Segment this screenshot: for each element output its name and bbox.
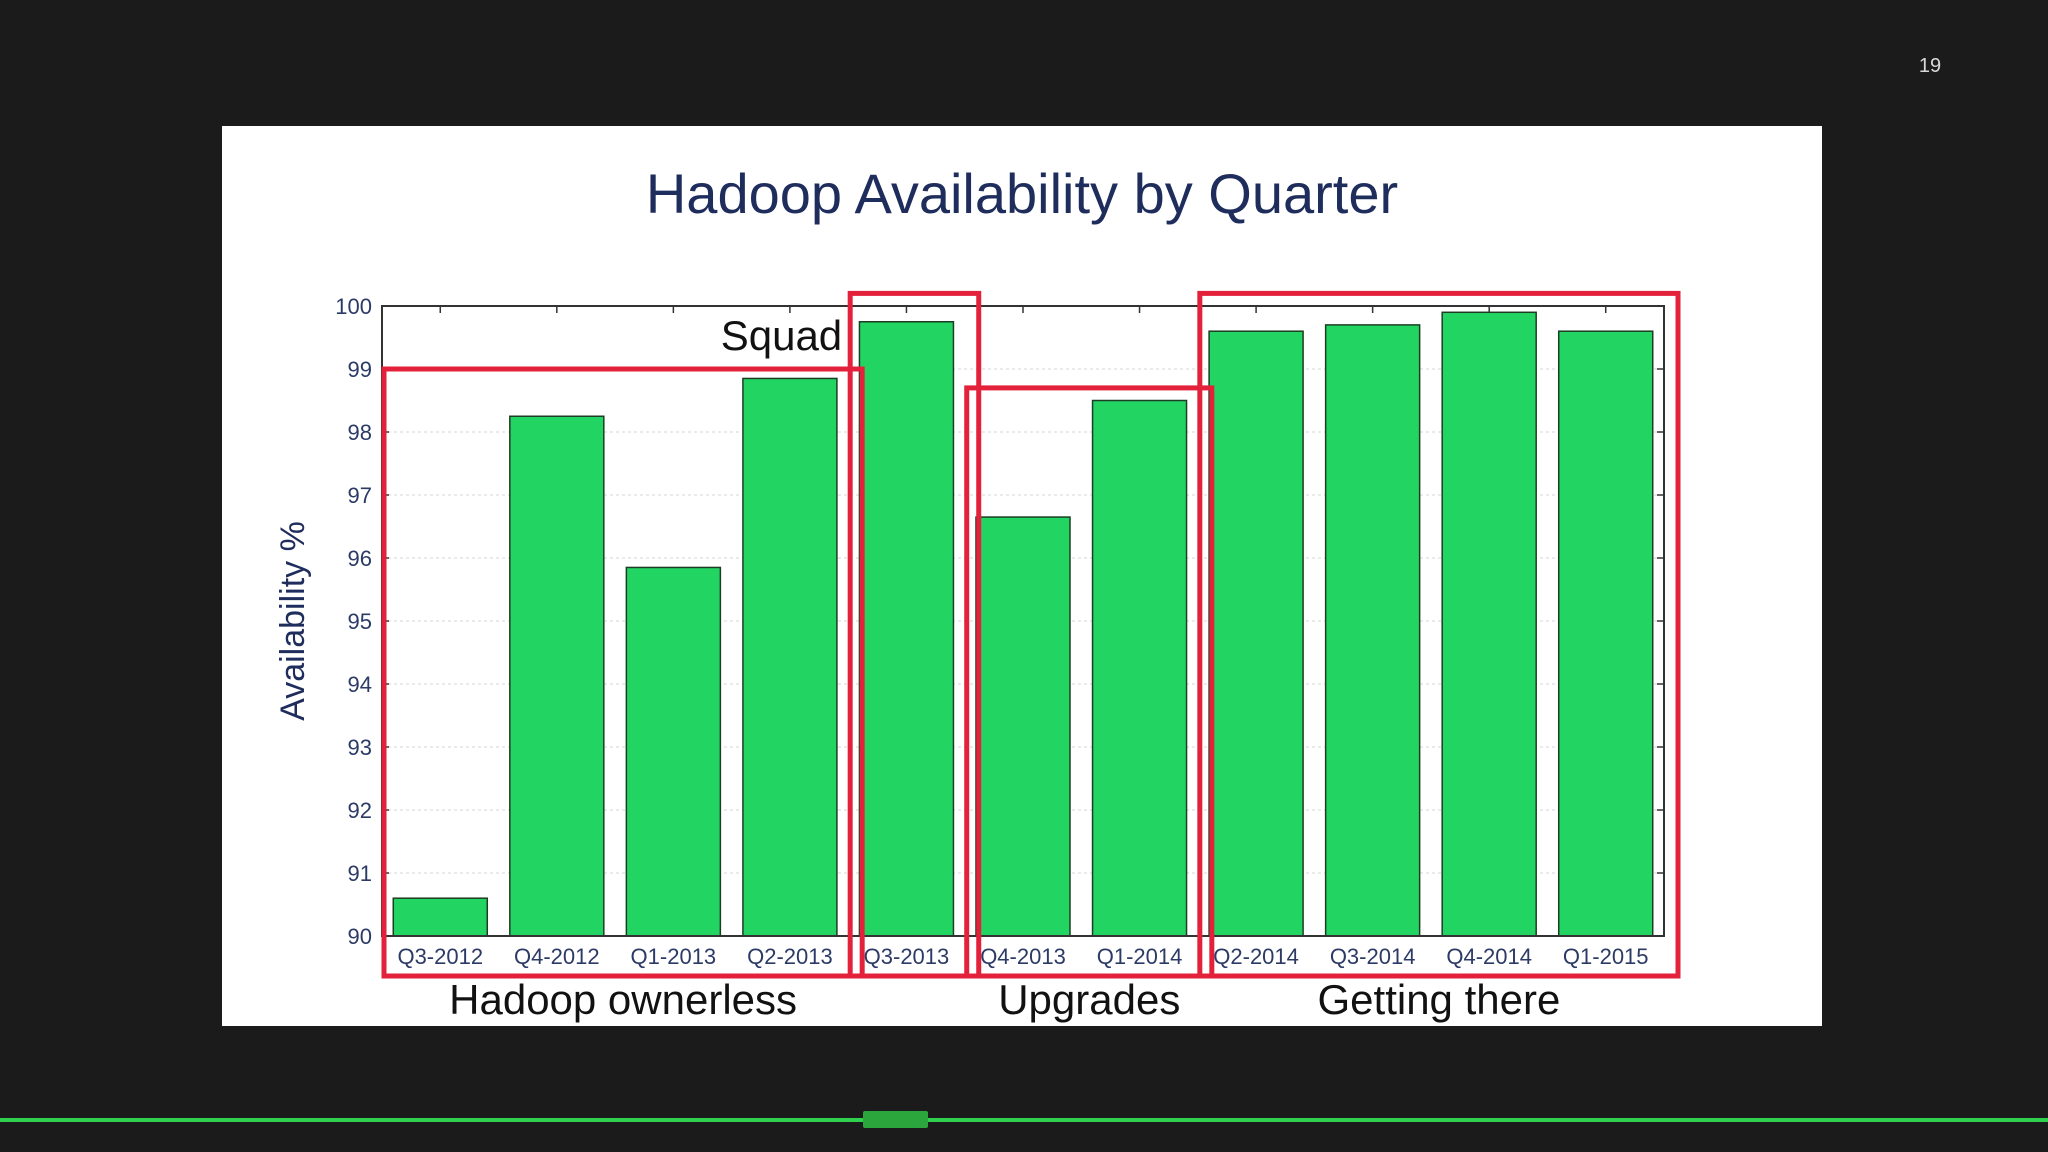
bar xyxy=(392,897,489,937)
bar xyxy=(625,566,722,937)
bar xyxy=(1557,330,1654,937)
y-tick-label: 94 xyxy=(348,672,372,697)
x-tick-label: Q4-2014 xyxy=(1446,944,1532,969)
bar xyxy=(742,377,838,937)
annotation-label: Upgrades xyxy=(998,976,1180,1023)
bar xyxy=(975,516,1071,937)
axis-ticks: 90 91 92 93 94 95 96 97 98 99 100 Q3-2012 Q4-2012 Q1-… xyxy=(335,294,1664,969)
highlight-box xyxy=(381,366,865,979)
x-tick-label: Q4-2013 xyxy=(980,944,1066,969)
bar xyxy=(509,415,605,937)
annotation-label: Hadoop ownerless xyxy=(449,976,797,1023)
y-tick-label: 90 xyxy=(348,924,372,949)
y-tick-label: 92 xyxy=(348,798,372,823)
x-tick-label: Q3-2012 xyxy=(397,944,483,969)
x-tick-label: Q3-2013 xyxy=(864,944,950,969)
x-tick-label: Q1-2014 xyxy=(1097,944,1183,969)
bar xyxy=(1091,399,1188,937)
highlight-box xyxy=(847,290,982,979)
y-tick-label: 96 xyxy=(348,546,372,571)
highlight-box xyxy=(1197,290,1681,979)
slide-number: 19 xyxy=(1918,55,1942,77)
annotation-label: Getting there xyxy=(1318,976,1561,1023)
x-tick-label: Q1-2013 xyxy=(631,944,717,969)
y-tick-label: 98 xyxy=(348,420,372,445)
highlight-box xyxy=(964,385,1215,979)
x-tick-label: Q4-2012 xyxy=(514,944,600,969)
annotation-label: Squad xyxy=(721,312,842,359)
x-tick-label: Q2-2013 xyxy=(747,944,833,969)
annotations: Hadoop ownerless Squad Upgrades Getting the… xyxy=(381,290,1681,1023)
y-tick-label: 100 xyxy=(335,294,372,319)
y-tick-label: 97 xyxy=(348,483,372,508)
x-tick-label: Q1-2015 xyxy=(1563,944,1649,969)
x-tick-label: Q2-2014 xyxy=(1213,944,1299,969)
figure-panel: Hadoop Availability by Quarter Availabil… xyxy=(222,126,1822,1026)
bars xyxy=(392,311,1654,937)
x-tick-label: Q3-2014 xyxy=(1330,944,1416,969)
y-tick-label: 93 xyxy=(348,735,372,760)
bar xyxy=(1208,330,1304,937)
y-tick-label: 91 xyxy=(348,861,372,886)
bar xyxy=(858,321,955,937)
y-tick-label: 95 xyxy=(348,609,372,634)
bar xyxy=(1441,311,1537,937)
chart-title: Hadoop Availability by Quarter xyxy=(646,162,1398,225)
y-tick-label: 99 xyxy=(348,357,372,382)
y-axis-label: Availability % xyxy=(274,521,312,721)
progress-thumb[interactable] xyxy=(863,1111,928,1128)
progress-track xyxy=(0,1118,2048,1122)
bar xyxy=(1324,324,1421,937)
bar-chart: Hadoop Availability by Quarter Availabil… xyxy=(274,162,1681,1023)
